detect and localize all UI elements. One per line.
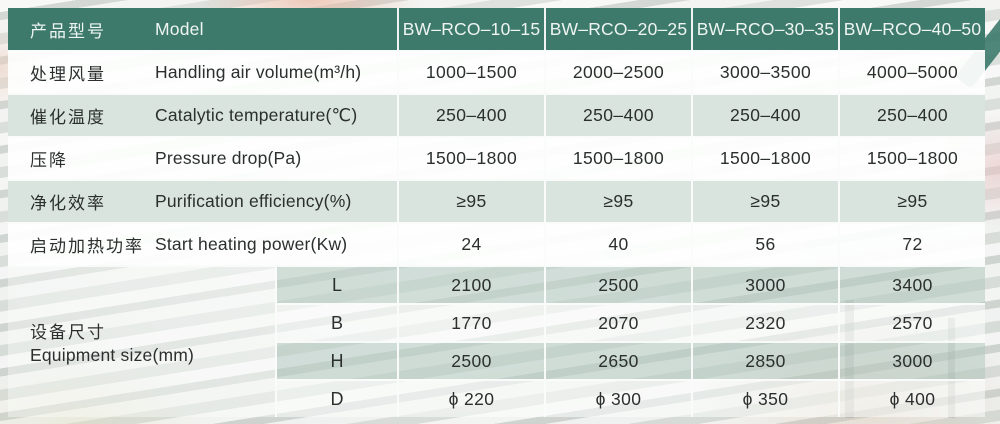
cell-value: 250–400 [877,105,948,125]
table-row-catalytic-temperature: 催化温度 Catalytic temperature(℃) 250–400 25… [8,93,985,136]
row-label-en: Purification efficiency(%) [155,181,399,222]
cell-value: 1770 [399,305,546,341]
spec-table: 产品型号 Model BW–RCO–10–15 BW–RCO–20–25 BW–… [8,8,985,417]
dim-label: H [277,343,399,379]
cell-value: 1500–1800 [399,138,546,179]
cell-value: ϕ 350 [693,381,840,417]
header-label-zh: 产品型号 [30,21,106,41]
row-label-en: Catalytic temperature(℃) [155,95,399,136]
cell-value: 1500–1800 [546,138,693,179]
dim-label: D [277,381,399,417]
cell-value: 3000–3500 [693,52,840,93]
equipment-size-section: 设备尺寸 Equipment size(mm) L 2100 2500 3000… [8,265,985,417]
cell-value: ≥95 [399,181,546,222]
header-model-col-3: BW–RCO–30–35 [693,8,840,50]
cell-value: ϕ 300 [546,381,693,417]
cell-value: 2650 [546,343,693,379]
cell-value: 3000 [693,267,840,303]
cell-value: ≥95 [546,181,693,222]
row-label-zh: 催化温度 [30,108,106,127]
cell-value: 4000–5000 [866,62,959,82]
table-row-dim-H: H 2500 2650 2850 3000 [277,341,985,379]
table-row-air-volume: 处理风量 Handling air volume(m³/h) 1000–1500… [8,50,985,93]
cell-value: 250–400 [546,95,693,136]
cell-value: ≥95 [897,191,928,211]
cell-value: 2070 [546,305,693,341]
cell-value: ϕ 220 [399,381,546,417]
cell-value: 3000 [892,350,933,371]
header-model-col-4: BW–RCO–40–50 [843,18,982,39]
table-row-start-heating-power: 启动加热功率 Start heating power(Kw) 24 40 56 … [8,222,985,265]
cell-value: 56 [693,224,840,265]
cell-value: 1000–1500 [399,52,546,93]
equipment-size-label-cell: 设备尺寸 Equipment size(mm) [8,267,277,417]
row-label-zh: 处理风量 [30,65,106,84]
cell-value: 2000–2500 [546,52,693,93]
row-label-en: Start heating power(Kw) [155,224,399,265]
table-row-pressure-drop: 压降 Pressure drop(Pa) 1500–1800 1500–1800… [8,136,985,179]
cell-value: 2320 [693,305,840,341]
header-model-col-1: BW–RCO–10–15 [399,8,546,50]
row-label-zh: 压降 [30,151,68,170]
cell-value: 1500–1800 [866,148,959,168]
cell-value: 40 [546,224,693,265]
cell-value: 24 [399,224,546,265]
cell-value: ϕ 400 [889,388,936,409]
header-label-en: Model [155,8,399,50]
row-label-zh: 启动加热功率 [30,237,144,256]
dim-label: B [277,305,399,341]
cell-value: 2500 [546,267,693,303]
cell-value: 250–400 [693,95,840,136]
table-row-dim-L: L 2100 2500 3000 3400 [277,267,985,303]
cell-value: 72 [902,234,923,254]
row-label-en: Handling air volume(m³/h) [155,52,399,93]
row-label-zh: 净化效率 [30,194,106,213]
cell-value: 2100 [399,267,546,303]
cell-value: ≥95 [693,181,840,222]
table-row-dim-D: D ϕ 220 ϕ 300 ϕ 350 ϕ 400 [277,379,985,417]
cell-value: 2570 [892,312,933,333]
cell-value: 1500–1800 [693,138,840,179]
table-row-purification-efficiency: 净化效率 Purification efficiency(%) ≥95 ≥95 … [8,179,985,222]
cell-value: 3400 [892,274,933,295]
cell-value: 2850 [693,343,840,379]
cell-value: 250–400 [399,95,546,136]
header-model-col-2: BW–RCO–20–25 [546,8,693,50]
equipment-size-rows: L 2100 2500 3000 3400 B 1770 2070 2320 2… [277,267,985,417]
cell-value: 2500 [399,343,546,379]
table-row-dim-B: B 1770 2070 2320 2570 [277,303,985,341]
row-label-en: Pressure drop(Pa) [155,138,399,179]
equipment-size-label-zh: 设备尺寸 [30,323,106,342]
dim-label: L [277,267,399,303]
table-header-row: 产品型号 Model BW–RCO–10–15 BW–RCO–20–25 BW–… [8,8,985,50]
equipment-size-label-en: Equipment size(mm) [30,345,195,365]
